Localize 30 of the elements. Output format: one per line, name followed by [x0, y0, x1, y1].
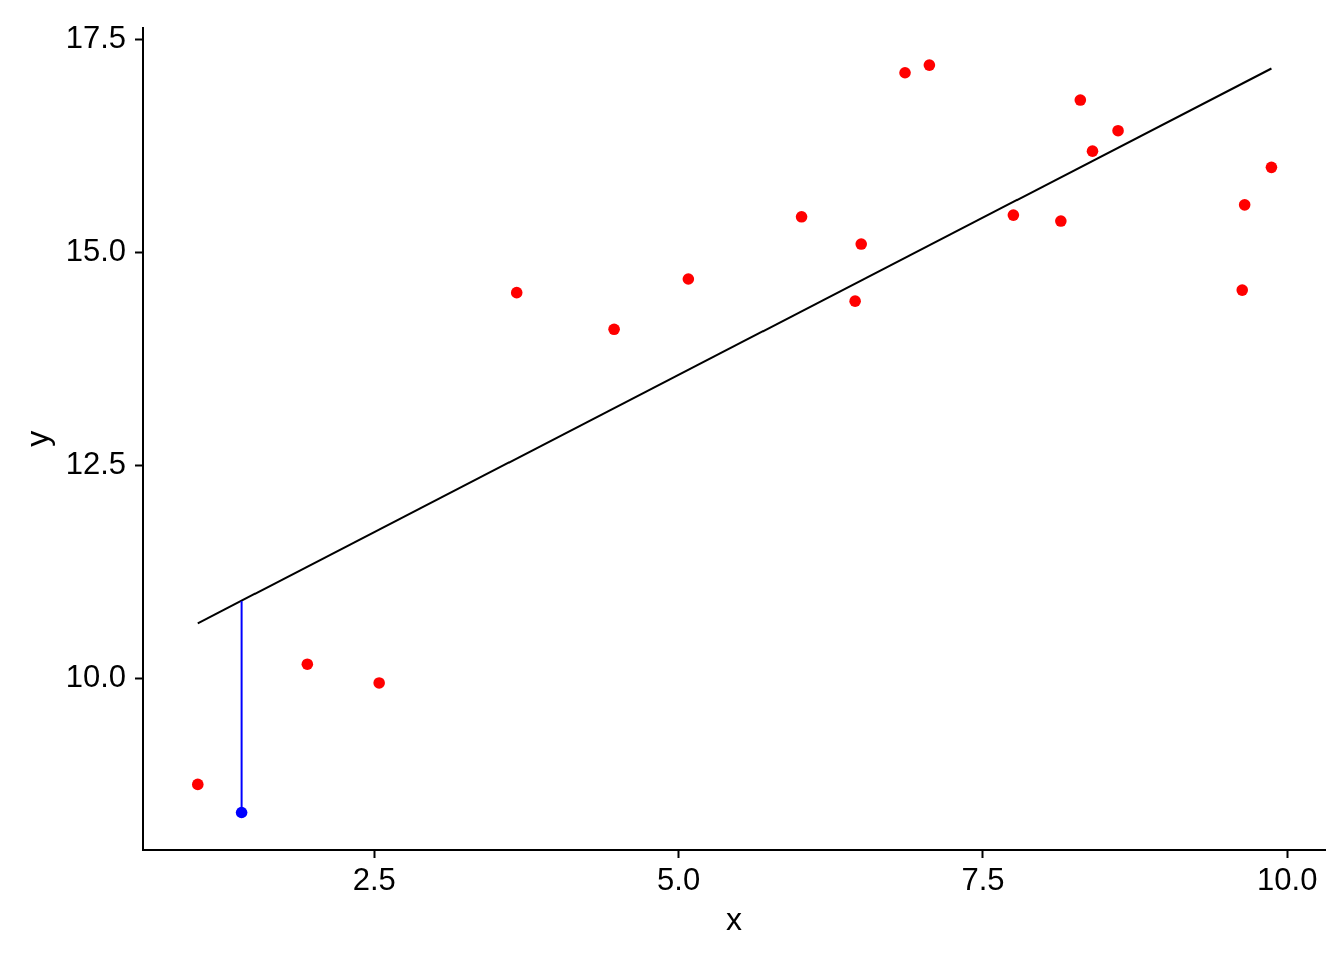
point: [301, 658, 314, 671]
point: [899, 66, 911, 79]
point: [1236, 284, 1249, 296]
point: [608, 323, 620, 336]
y-tick-label: 17.5: [65, 20, 126, 56]
point: [1007, 209, 1020, 221]
point: [849, 295, 861, 307]
x-tick-label: 5.0: [657, 862, 701, 898]
point: [682, 273, 695, 285]
point: [855, 238, 868, 250]
point: [923, 59, 936, 71]
point: [1112, 124, 1124, 137]
y-axis-title: y: [19, 430, 56, 447]
x-tick-label: 7.5: [961, 862, 1005, 898]
x-tick-label: 2.5: [352, 862, 396, 898]
y-tick-label: 10.0: [65, 659, 126, 695]
point: [373, 677, 385, 689]
y-tick-label: 15.0: [65, 233, 126, 269]
x-axis-title: x: [726, 900, 742, 937]
point: [1086, 145, 1099, 157]
x-tick-label: 10.0: [1257, 862, 1318, 898]
point: [795, 210, 808, 223]
point: [191, 778, 204, 791]
point: [1074, 94, 1087, 106]
point: [1055, 215, 1067, 227]
y-tick-label: 12.5: [65, 446, 126, 482]
point: [1265, 161, 1278, 174]
point: [1238, 199, 1251, 211]
point: [510, 286, 523, 299]
point: [235, 806, 248, 819]
